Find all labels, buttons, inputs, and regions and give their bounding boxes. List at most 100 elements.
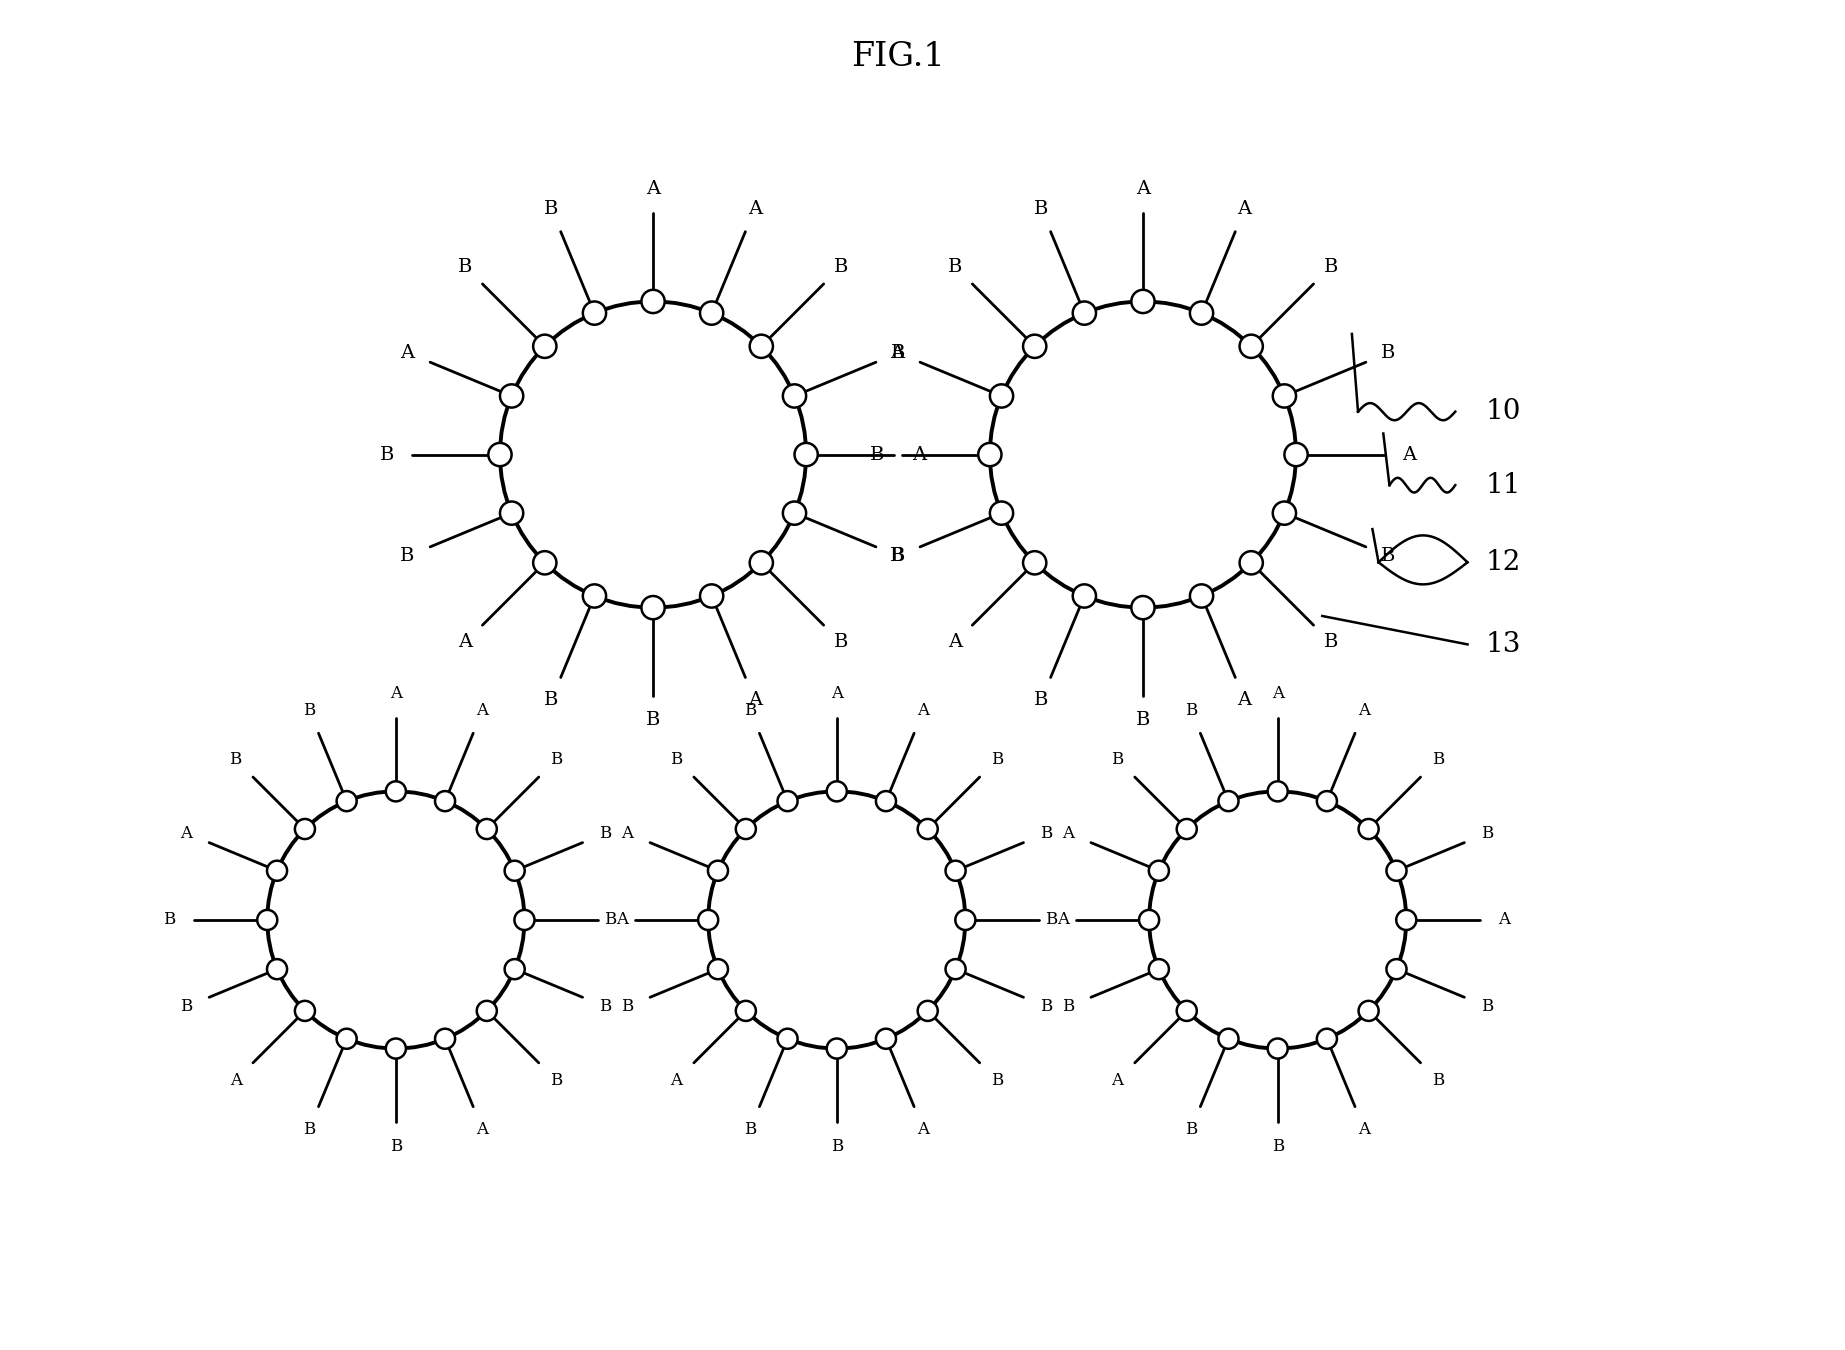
Circle shape xyxy=(782,385,806,408)
Text: B: B xyxy=(834,633,849,652)
Text: A: A xyxy=(911,446,926,463)
Circle shape xyxy=(782,501,806,525)
Circle shape xyxy=(827,782,847,802)
Text: B: B xyxy=(948,258,963,275)
Circle shape xyxy=(1273,501,1295,525)
Text: A: A xyxy=(1057,911,1070,929)
Text: A: A xyxy=(476,1120,489,1138)
Text: A: A xyxy=(229,1072,242,1088)
Circle shape xyxy=(1268,1038,1288,1058)
Text: B: B xyxy=(380,446,395,463)
Circle shape xyxy=(956,910,976,930)
Circle shape xyxy=(336,1029,356,1049)
Circle shape xyxy=(1072,301,1096,325)
Text: A: A xyxy=(1271,684,1284,702)
Text: A: A xyxy=(646,180,661,198)
Circle shape xyxy=(876,1029,897,1049)
Circle shape xyxy=(1024,551,1046,575)
Circle shape xyxy=(295,1000,315,1021)
Circle shape xyxy=(386,782,406,802)
Circle shape xyxy=(699,301,723,325)
Circle shape xyxy=(699,585,723,608)
Circle shape xyxy=(435,1029,456,1049)
Circle shape xyxy=(583,301,607,325)
Circle shape xyxy=(991,501,1013,525)
Circle shape xyxy=(945,958,965,979)
Circle shape xyxy=(708,791,965,1049)
Circle shape xyxy=(978,443,1002,466)
Text: A: A xyxy=(476,702,489,720)
Circle shape xyxy=(1131,290,1155,313)
Text: B: B xyxy=(544,691,559,709)
Text: B: B xyxy=(1184,702,1197,720)
Text: B: B xyxy=(600,825,611,842)
Text: B: B xyxy=(991,751,1004,768)
Circle shape xyxy=(795,443,817,466)
Circle shape xyxy=(515,910,535,930)
Text: A: A xyxy=(1111,1072,1124,1088)
Circle shape xyxy=(500,501,524,525)
Circle shape xyxy=(268,861,288,880)
Circle shape xyxy=(533,335,557,358)
Circle shape xyxy=(500,301,806,608)
Text: B: B xyxy=(303,702,315,720)
Circle shape xyxy=(489,443,511,466)
Text: B: B xyxy=(550,1072,563,1088)
Text: B: B xyxy=(600,998,611,1015)
Circle shape xyxy=(642,290,664,313)
Text: FIG.1: FIG.1 xyxy=(851,40,945,73)
Circle shape xyxy=(736,1000,756,1021)
Circle shape xyxy=(1218,1029,1238,1049)
Text: B: B xyxy=(1432,1072,1445,1088)
Circle shape xyxy=(945,861,965,880)
Circle shape xyxy=(1149,861,1170,880)
Text: B: B xyxy=(303,1120,315,1138)
Circle shape xyxy=(1024,335,1046,358)
Text: B: B xyxy=(891,547,906,566)
Text: B: B xyxy=(871,446,884,463)
Text: B: B xyxy=(1382,344,1395,362)
Text: 11: 11 xyxy=(1485,471,1522,498)
Text: B: B xyxy=(229,751,242,768)
Text: B: B xyxy=(1382,547,1395,566)
Text: B: B xyxy=(834,258,849,275)
Text: B: B xyxy=(646,711,661,729)
Text: B: B xyxy=(891,547,904,566)
Circle shape xyxy=(476,1000,496,1021)
Text: B: B xyxy=(1041,825,1052,842)
Circle shape xyxy=(435,791,456,811)
Text: B: B xyxy=(1033,200,1048,217)
Circle shape xyxy=(256,910,277,930)
Circle shape xyxy=(1177,1000,1197,1021)
Circle shape xyxy=(506,861,524,880)
Circle shape xyxy=(708,958,729,979)
Circle shape xyxy=(583,585,607,608)
Circle shape xyxy=(1131,595,1155,620)
Circle shape xyxy=(749,335,773,358)
Text: B: B xyxy=(1063,998,1074,1015)
Text: A: A xyxy=(917,702,930,720)
Text: B: B xyxy=(181,998,192,1015)
Text: B: B xyxy=(1111,751,1124,768)
Text: A: A xyxy=(747,691,762,709)
Circle shape xyxy=(642,595,664,620)
Text: A: A xyxy=(400,344,415,362)
Text: A: A xyxy=(1498,911,1511,929)
Text: A: A xyxy=(1402,446,1415,463)
Circle shape xyxy=(1397,910,1417,930)
Text: B: B xyxy=(991,1072,1004,1088)
Circle shape xyxy=(917,1000,937,1021)
Circle shape xyxy=(1317,1029,1338,1049)
Circle shape xyxy=(1240,551,1262,575)
Circle shape xyxy=(1190,585,1214,608)
Circle shape xyxy=(476,819,496,840)
Circle shape xyxy=(991,385,1013,408)
Circle shape xyxy=(1273,385,1295,408)
Text: A: A xyxy=(747,200,762,217)
Circle shape xyxy=(1177,819,1197,840)
Text: B: B xyxy=(1137,711,1149,729)
Circle shape xyxy=(1149,958,1170,979)
Circle shape xyxy=(917,819,937,840)
Circle shape xyxy=(533,551,557,575)
Text: B: B xyxy=(1323,258,1338,275)
